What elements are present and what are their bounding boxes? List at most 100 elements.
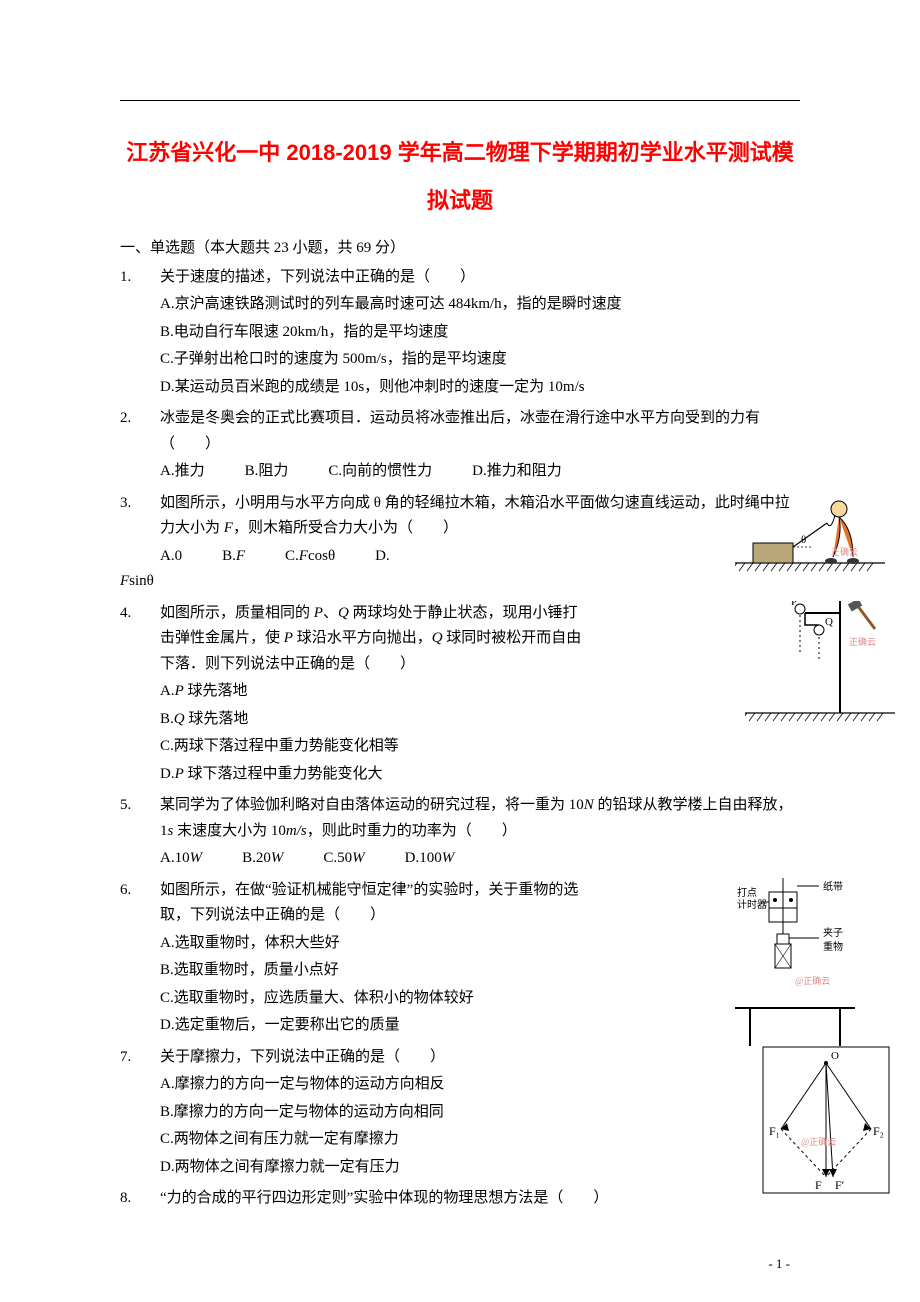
option-label: D. [160,1155,175,1181]
top-rule [120,100,800,101]
question-item: 如图所示，质量相同的 P、Q 两球均处于静止状态，现用小锤打击弹性金属片，使 P… [120,601,800,788]
option-B: B. 摩擦力的方向一定与物体的运动方向相同 [160,1100,800,1126]
question-stem: 如图所示，质量相同的 P、Q 两球均处于静止状态，现用小锤打击弹性金属片，使 P… [160,601,590,678]
svg-text:打点: 打点 [737,886,757,899]
page-number: - 1 - [768,1256,790,1272]
svg-text:θ: θ [801,534,806,546]
option-D: D. 两物体之间有摩擦力就一定有压力 [160,1155,800,1181]
svg-text:F₁: F₁ [769,1124,780,1138]
options: A. 10W B. 20W C. 50W D. 100W [160,846,800,872]
option-label: D. [160,1013,175,1039]
question-item: 冰壶是冬奥会的正式比赛项目．运动员将冰壶推出后，冰壶在滑行途中水平方向受到的力有… [120,406,800,485]
question-stem: 冰壶是冬奥会的正式比赛项目．运动员将冰壶推出后，冰壶在滑行途中水平方向受到的力有… [160,406,800,457]
option-B: B. Q 球先落地 [160,707,800,733]
options: A. 摩擦力的方向一定与物体的运动方向相反B. 摩擦力的方向一定与物体的运动方向… [160,1072,800,1180]
option-label: A. [160,931,175,957]
option-C: C. 两物体之间有压力就一定有摩擦力 [160,1127,800,1153]
svg-text:计时器: 计时器 [737,898,767,911]
question-item: “力的合成的平行四边形定则”实验中体现的物理思想方法是（ ） [120,1186,800,1214]
option-label: C. [285,544,299,570]
option-A: A. 10W [160,846,202,872]
options: A. 京沪高速铁路测试时的列车最高时速可达 484km/h，指的是瞬时速度B. … [160,292,800,400]
option-label: B. [245,459,259,485]
svg-text:纸带: 纸带 [823,880,843,893]
question-body: 某同学为了体验伽利略对自由落体运动的研究过程，将一重为 10N 的铅球从教学楼上… [160,793,800,872]
question-body: “力的合成的平行四边形定则”实验中体现的物理思想方法是（ ） [160,1186,800,1214]
svg-text:重物: 重物 [823,940,843,953]
svg-text:@正确云: @正确云 [795,975,830,986]
svg-text:O: O [831,1050,839,1062]
question-body: 冰壶是冬奥会的正式比赛项目．运动员将冰壶推出后，冰壶在滑行途中水平方向受到的力有… [160,406,800,485]
question-body: 关于速度的描述，下列说法中正确的是（ ）A. 京沪高速铁路测试时的列车最高时速可… [160,265,800,401]
options: A. 0B. FC. FcosθD. [160,544,800,570]
option-C: C. 两球下落过程中重力势能变化相等 [160,734,800,760]
question-stem: 如图所示，小明用与水平方向成 θ 角的轻绳拉木箱，木箱沿水平面做匀速直线运动，此… [160,491,800,542]
figure-q3: θ 正确云 [730,485,890,575]
option-C: C. 50W [323,846,364,872]
option-label: D. [472,459,487,485]
option-D: D. 100W [405,846,455,872]
option-C: C. 向前的惯性力 [328,459,432,485]
option-label: C. [160,986,174,1012]
svg-text:F₂: F₂ [873,1124,884,1138]
option-A: A. 京沪高速铁路测试时的列车最高时速可达 484km/h，指的是瞬时速度 [160,292,800,318]
option-label: A. [160,846,175,872]
question-item: 如图所示，在做“验证机械能守恒定律”的实验时，关于重物的选取，下列说法中正确的是… [120,878,800,1039]
option-label: B. [160,958,174,984]
option-label: D. [375,544,390,570]
option-label: D. [160,375,175,401]
option-label: C. [328,459,342,485]
document-title: 江苏省兴化一中 2018-2019 学年高二物理下学期期初学业水平测试模拟试题 [120,129,800,226]
question-body: 如图所示，质量相同的 P、Q 两球均处于静止状态，现用小锤打击弹性金属片，使 P… [160,601,800,788]
svg-text:Q: Q [825,616,833,628]
question-item: 某同学为了体验伽利略对自由落体运动的研究过程，将一重为 10N 的铅球从教学楼上… [120,793,800,872]
option-D: D. 推力和阻力 [472,459,562,485]
svg-text:夹子: 夹子 [823,926,843,939]
option-label: B. [160,320,174,346]
options: A. 选取重物时，体积大些好B. 选取重物时，质量小点好C. 选取重物时，应选质… [160,931,800,1039]
option-A: A. 选取重物时，体积大些好 [160,931,800,957]
option-label: D. [160,762,175,788]
page: 江苏省兴化一中 2018-2019 学年高二物理下学期期初学业水平测试模拟试题 … [0,0,920,1302]
option-A: A. 摩擦力的方向一定与物体的运动方向相反 [160,1072,800,1098]
outdented-option-text: Fsinθ [120,569,800,595]
svg-text:@正确云: @正确云 [801,1136,836,1147]
option-label: C. [323,846,337,872]
question-body: 关于摩擦力，下列说法中正确的是（ ）OF₁F₂FF′@正确云A. 摩擦力的方向一… [160,1045,800,1181]
figure-q6: 打点计时器 纸带夹子重物 @正确云 [730,878,900,1048]
question-stem: 如图所示，在做“验证机械能守恒定律”的实验时，关于重物的选取，下列说法中正确的是… [160,878,580,929]
option-label: B. [160,707,174,733]
option-A: A. P 球先落地 [160,679,800,705]
option-C: C. 子弹射出枪口时的速度为 500m/s，指的是平均速度 [160,347,800,373]
option-B: B. 阻力 [245,459,289,485]
svg-text:正确云: 正确云 [849,636,876,647]
option-A: A. 推力 [160,459,205,485]
option-label: A. [160,679,175,705]
figure-q8: OF₁F₂FF′@正确云 [756,1045,896,1195]
option-label: D. [405,846,420,872]
option-label: B. [160,1100,174,1126]
question-stem: 关于速度的描述，下列说法中正确的是（ ） [160,265,800,291]
option-label: C. [160,1127,174,1153]
section-heading: 一、单选题（本大题共 23 小题，共 69 分） [120,236,800,257]
svg-text:正确云: 正确云 [831,546,858,557]
figure-q4: P Q 正确云 [740,601,900,731]
options: A. 推力 B. 阻力 C. 向前的惯性力 D. 推力和阻力 [160,459,800,485]
option-label: C. [160,347,174,373]
question-list: 关于速度的描述，下列说法中正确的是（ ）A. 京沪高速铁路测试时的列车最高时速可… [120,265,800,1214]
option-D: D. [375,544,390,570]
option-label: A. [160,544,175,570]
svg-text:F′: F′ [835,1178,845,1192]
option-label: A. [160,459,175,485]
option-B: B. 20W [242,846,283,872]
option-label: C. [160,734,174,760]
option-D: D. 某运动员百米跑的成绩是 10s，则他冲刺时的速度一定为 10m/s [160,375,800,401]
option-label: A. [160,292,175,318]
svg-text:P: P [791,601,797,608]
question-item: 关于摩擦力，下列说法中正确的是（ ）OF₁F₂FF′@正确云A. 摩擦力的方向一… [120,1045,800,1181]
options: A. P 球先落地B. Q 球先落地C. 两球下落过程中重力势能变化相等D. P… [160,679,800,787]
option-B: B. 电动自行车限速 20km/h，指的是平均速度 [160,320,800,346]
option-B: B. F [222,544,245,570]
option-B: B. 选取重物时，质量小点好 [160,958,800,984]
option-label: B. [222,544,236,570]
